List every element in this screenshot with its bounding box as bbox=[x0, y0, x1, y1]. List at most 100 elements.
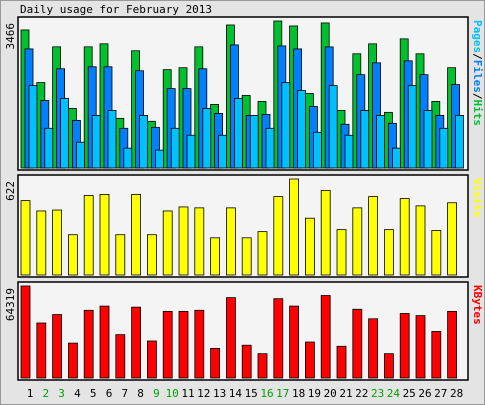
x-tick-label: 23 bbox=[371, 387, 384, 400]
bar bbox=[146, 340, 157, 379]
bar bbox=[83, 195, 94, 276]
bar bbox=[28, 85, 38, 169]
bar bbox=[368, 196, 379, 276]
bar bbox=[202, 108, 212, 169]
x-tick-label: 26 bbox=[418, 387, 431, 400]
legend-entry: Hits bbox=[471, 100, 484, 127]
x-tick-label: 22 bbox=[355, 387, 368, 400]
bar bbox=[344, 134, 354, 169]
bar bbox=[36, 210, 47, 276]
legend: KBytes bbox=[471, 285, 484, 325]
bar bbox=[289, 305, 300, 379]
bar bbox=[131, 194, 142, 276]
x-tick-label: 11 bbox=[181, 387, 194, 400]
bar bbox=[178, 310, 189, 379]
x-tick-label: 27 bbox=[434, 387, 447, 400]
bar bbox=[225, 297, 236, 379]
x-tick-label: 7 bbox=[121, 387, 128, 400]
x-tick-label: 14 bbox=[229, 387, 243, 400]
bar bbox=[20, 285, 31, 379]
bar bbox=[44, 127, 54, 169]
bar bbox=[115, 234, 126, 276]
bar bbox=[415, 315, 426, 379]
bar bbox=[383, 353, 394, 379]
bar bbox=[399, 313, 410, 379]
bar bbox=[439, 127, 449, 169]
bar bbox=[383, 229, 394, 276]
bar bbox=[391, 147, 401, 169]
bar bbox=[68, 234, 78, 276]
bar bbox=[52, 209, 62, 276]
legend-entry: KBytes bbox=[471, 285, 484, 325]
bar bbox=[194, 207, 205, 276]
bar bbox=[60, 98, 69, 169]
legend-entry: Files bbox=[471, 60, 484, 93]
bar bbox=[194, 309, 205, 379]
bar bbox=[304, 341, 315, 379]
bar bbox=[376, 115, 386, 169]
bar bbox=[99, 305, 110, 379]
y-max-label: 622 bbox=[4, 181, 17, 201]
bar bbox=[154, 149, 164, 169]
x-tick-label: 24 bbox=[387, 387, 401, 400]
legend-separator: / bbox=[471, 93, 484, 100]
bar bbox=[423, 110, 433, 169]
x-tick-label: 1 bbox=[27, 387, 34, 400]
bar bbox=[257, 353, 268, 379]
x-tick-label: 12 bbox=[197, 387, 210, 400]
x-tick-label: 6 bbox=[106, 387, 113, 400]
bar bbox=[407, 85, 417, 169]
x-tick-label: 10 bbox=[166, 387, 179, 400]
bar bbox=[431, 230, 442, 276]
bar bbox=[107, 110, 117, 169]
bar bbox=[20, 200, 31, 276]
bar bbox=[336, 345, 347, 379]
bar bbox=[139, 115, 149, 169]
bar bbox=[68, 342, 78, 379]
legend-entry: Pages bbox=[471, 20, 484, 53]
bar bbox=[210, 237, 221, 276]
bar bbox=[257, 231, 268, 276]
bar bbox=[273, 196, 284, 276]
bar bbox=[399, 198, 410, 276]
bar bbox=[225, 207, 236, 276]
bar bbox=[99, 194, 110, 276]
x-tick-label: 20 bbox=[324, 387, 337, 400]
x-tick-label: 15 bbox=[245, 387, 258, 400]
bar bbox=[320, 295, 331, 379]
bar bbox=[241, 344, 252, 379]
bar bbox=[304, 217, 315, 276]
bar bbox=[170, 127, 180, 169]
x-tick-label: 2 bbox=[42, 387, 49, 400]
bar bbox=[91, 115, 101, 169]
bar bbox=[455, 115, 465, 169]
x-tick-label: 28 bbox=[450, 387, 463, 400]
bar bbox=[52, 314, 62, 379]
x-tick-label: 13 bbox=[213, 387, 226, 400]
bar bbox=[218, 134, 228, 169]
bar bbox=[415, 205, 426, 276]
bar bbox=[115, 334, 126, 379]
bar bbox=[36, 322, 47, 379]
bar bbox=[146, 234, 157, 276]
legend: Pages/Files/Hits bbox=[471, 20, 484, 126]
bar bbox=[131, 306, 142, 379]
bar bbox=[289, 178, 300, 276]
bar bbox=[281, 82, 291, 169]
bar bbox=[297, 90, 307, 169]
legend-separator: / bbox=[471, 53, 484, 60]
x-tick-label: 25 bbox=[403, 387, 416, 400]
bar bbox=[178, 206, 189, 276]
bar bbox=[360, 110, 370, 169]
x-tick-label: 4 bbox=[74, 387, 81, 400]
x-tick-label: 3 bbox=[58, 387, 65, 400]
chart-title: Daily usage for February 2013 bbox=[20, 3, 212, 16]
legend-entry: Visits bbox=[471, 178, 484, 218]
bar bbox=[233, 98, 243, 169]
bar bbox=[328, 85, 338, 169]
bar bbox=[368, 318, 379, 379]
x-tick-label: 17 bbox=[276, 387, 289, 400]
bar bbox=[162, 210, 173, 276]
bar bbox=[249, 115, 259, 169]
